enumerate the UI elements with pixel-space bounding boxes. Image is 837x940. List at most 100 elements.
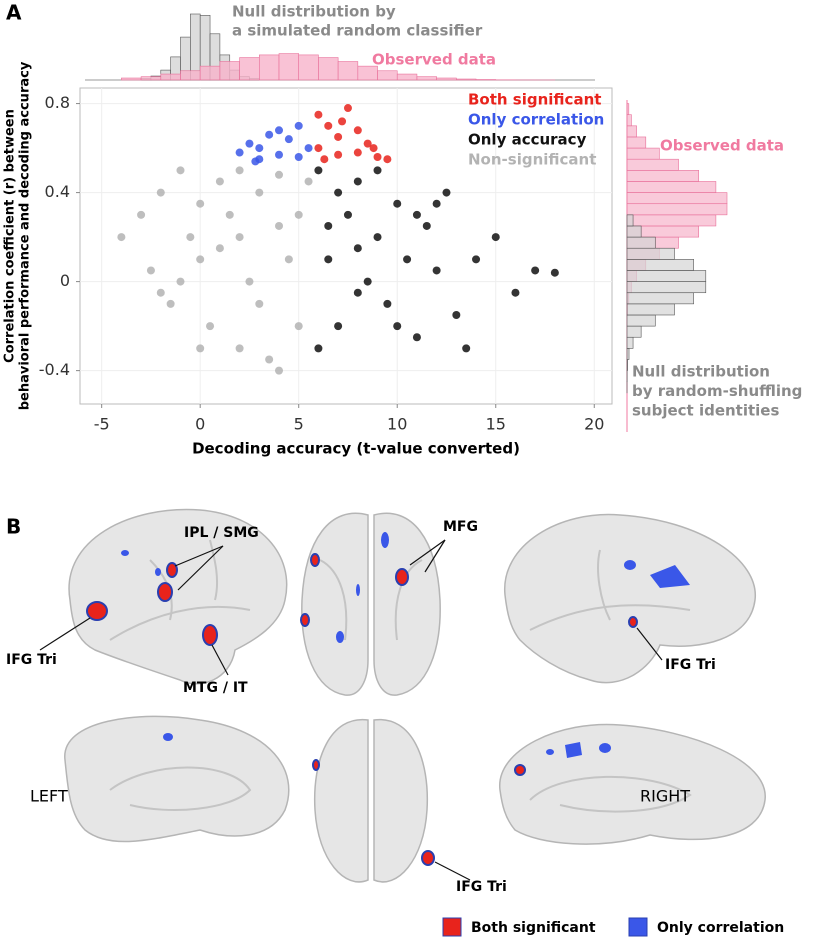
histogram-bar [121, 77, 142, 81]
scatter-point [176, 277, 185, 286]
scatter-point [393, 199, 402, 208]
scatter-point [334, 150, 343, 159]
scatter-point [117, 233, 126, 242]
annotation: Null distribution by [232, 3, 396, 21]
histogram-bar [626, 103, 630, 116]
histogram-bar [626, 170, 700, 182]
scatter-point [275, 150, 284, 159]
legend-entry: Both significant [468, 91, 601, 109]
histogram-bar [626, 325, 642, 338]
scatter-point [255, 299, 264, 308]
histogram-bar [318, 57, 339, 81]
scatter-point [412, 210, 421, 219]
scatter-point [531, 266, 540, 275]
scatter-point [353, 148, 362, 157]
histogram-bar [456, 78, 477, 81]
scatter-point [324, 255, 333, 264]
scatter-point [383, 299, 392, 308]
scatter-point [265, 355, 274, 364]
scatter-point [412, 333, 421, 342]
scatter-point [383, 155, 392, 164]
histogram-bar [436, 77, 457, 81]
x-tick-label: 5 [294, 415, 304, 434]
legend-entry: Both significant [471, 920, 596, 936]
scatter-point [186, 233, 195, 242]
scatter-point [255, 144, 264, 153]
histogram-bar [259, 54, 280, 81]
scatter-point [343, 210, 352, 219]
scatter-point [353, 126, 362, 135]
panel-label: A [6, 1, 22, 25]
scatter-point [235, 344, 244, 353]
legend-entry: Non-significant [468, 151, 596, 169]
scatter-point [432, 199, 441, 208]
scatter-point [206, 322, 215, 331]
annotation: Null distribution [632, 363, 770, 381]
scatter-point [353, 244, 362, 253]
legend-entry: Only accuracy [468, 131, 587, 149]
scatter-point [452, 310, 461, 319]
histogram-bar [626, 225, 642, 238]
y-tick-label: 0.4 [45, 182, 70, 201]
histogram-bar [626, 181, 717, 193]
histogram-bar [626, 214, 717, 227]
scatter-point [343, 104, 352, 113]
legend-entry: Only correlation [468, 111, 604, 129]
panel-label: B [6, 515, 21, 539]
scatter-point [294, 121, 303, 130]
scatter-point [166, 299, 175, 308]
histogram-bar [626, 359, 628, 371]
histogram-bar [396, 73, 418, 81]
scatter-point [363, 139, 372, 148]
annotation: a simulated random classifier [232, 22, 483, 40]
histogram-bar [626, 214, 634, 227]
scatter-point [304, 177, 313, 186]
scatter-point [432, 266, 441, 275]
scatter-point [284, 135, 293, 144]
annotation: by random-shuffling [632, 382, 802, 400]
y-tick-label: 0.8 [45, 93, 70, 112]
scatter-point [462, 344, 471, 353]
scatter-point [294, 152, 303, 161]
scatter-point [176, 166, 185, 175]
scatter-point [314, 110, 323, 119]
scatter-point [235, 166, 244, 175]
y-tick-label: 0 [60, 271, 70, 290]
scatter-point [324, 221, 333, 230]
histogram-bar [180, 70, 201, 81]
annotation: Observed data [660, 137, 784, 155]
scatter-point [403, 255, 412, 264]
histogram-bar [626, 203, 728, 216]
plot-area [79, 87, 613, 405]
region-label: IPL / SMG [184, 525, 259, 541]
x-tick-label: 0 [195, 415, 205, 434]
region-label: IFG Tri [6, 652, 57, 668]
scatter-point [373, 152, 382, 161]
y-axis-title: Correlation coefficient (r) between [3, 109, 18, 363]
histogram-bar [626, 114, 632, 127]
histogram-bar [416, 76, 437, 81]
histogram-bar [199, 65, 221, 81]
annotation: Observed data [372, 51, 496, 69]
scatter-point [196, 344, 205, 353]
x-tick-label: -5 [94, 415, 110, 434]
histogram-bar [626, 314, 656, 327]
scatter-point [373, 166, 382, 175]
histogram-bar [377, 70, 398, 81]
histogram-bar [626, 236, 656, 249]
scatter-point [225, 210, 234, 219]
region-label: MTG / IT [183, 680, 248, 696]
histogram-bar [337, 61, 359, 81]
x-tick-label: 20 [584, 415, 604, 434]
scatter-point [255, 188, 264, 197]
y-axis-title: behavioral performance and decoding accu… [18, 61, 33, 410]
scatter-point [422, 221, 431, 230]
scatter-point [275, 366, 284, 375]
histogram-bar [190, 13, 201, 81]
x-tick-label: 15 [486, 415, 506, 434]
scatter-point [251, 157, 260, 166]
scatter-point [334, 322, 343, 331]
scatter-point [314, 166, 323, 175]
scatter-point [491, 233, 500, 242]
histogram-bar [626, 303, 675, 316]
